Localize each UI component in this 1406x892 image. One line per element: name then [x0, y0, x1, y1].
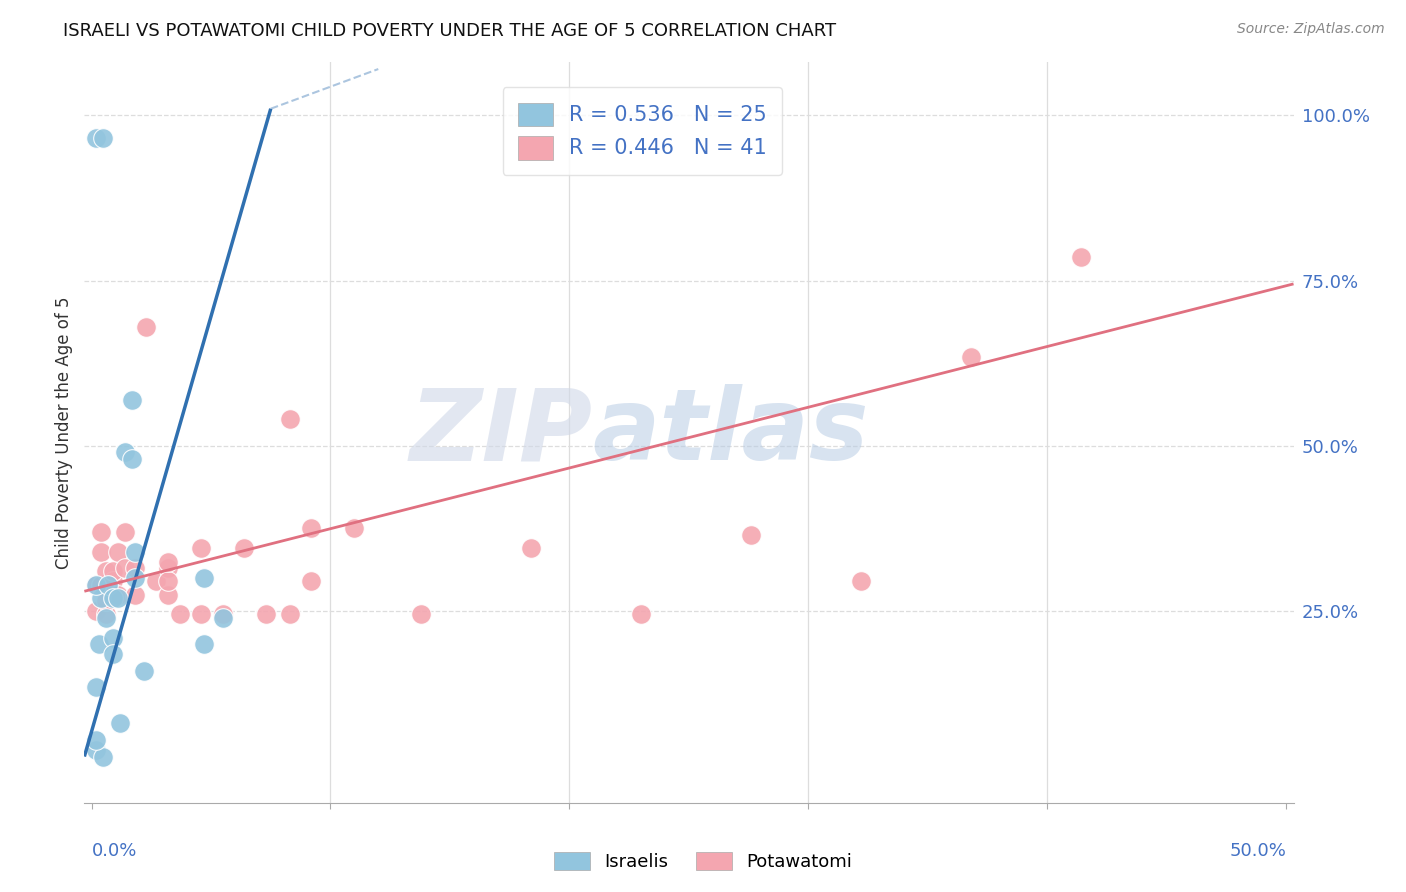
Point — [107, 588, 129, 602]
Point — [299, 521, 322, 535]
Point — [94, 611, 117, 625]
Point — [84, 733, 107, 747]
Point — [630, 607, 652, 622]
Point — [156, 588, 179, 602]
Point — [101, 588, 124, 602]
Point — [94, 565, 117, 579]
Point — [101, 631, 124, 645]
Point — [124, 561, 146, 575]
Point — [87, 637, 110, 651]
Point — [740, 528, 762, 542]
Point — [193, 571, 215, 585]
Point — [212, 607, 235, 622]
Point — [94, 607, 117, 622]
Point — [90, 524, 112, 539]
Point — [1070, 251, 1092, 265]
Point — [132, 664, 155, 678]
Point — [520, 541, 543, 556]
Point — [233, 541, 256, 556]
Text: 50.0%: 50.0% — [1229, 842, 1286, 860]
Point — [101, 565, 124, 579]
Point — [156, 574, 179, 589]
Point — [84, 577, 107, 591]
Point — [190, 541, 212, 556]
Point — [107, 591, 129, 605]
Point — [107, 544, 129, 558]
Point — [84, 577, 107, 591]
Point — [278, 607, 301, 622]
Point — [108, 716, 131, 731]
Point — [124, 544, 146, 558]
Point — [135, 319, 157, 334]
Point — [114, 445, 136, 459]
Point — [193, 637, 215, 651]
Text: 0.0%: 0.0% — [91, 842, 136, 860]
Point — [169, 607, 191, 622]
Text: atlas: atlas — [592, 384, 869, 481]
Point — [94, 594, 117, 608]
Point — [156, 555, 179, 569]
Point — [212, 611, 235, 625]
Legend: Israelis, Potawatomi: Israelis, Potawatomi — [547, 845, 859, 879]
Point — [84, 604, 107, 618]
Point — [90, 591, 112, 605]
Point — [343, 521, 366, 535]
Text: Source: ZipAtlas.com: Source: ZipAtlas.com — [1237, 22, 1385, 37]
Point — [93, 131, 115, 145]
Point — [121, 452, 143, 467]
Point — [254, 607, 277, 622]
Point — [156, 561, 179, 575]
Point — [90, 544, 112, 558]
Point — [84, 131, 107, 145]
Point — [190, 607, 212, 622]
Point — [84, 680, 107, 694]
Y-axis label: Child Poverty Under the Age of 5: Child Poverty Under the Age of 5 — [55, 296, 73, 569]
Point — [121, 392, 143, 407]
Point — [145, 574, 167, 589]
Legend: R = 0.536   N = 25, R = 0.446   N = 41: R = 0.536 N = 25, R = 0.446 N = 41 — [502, 87, 782, 175]
Point — [278, 412, 301, 426]
Point — [84, 743, 107, 757]
Point — [101, 647, 124, 661]
Point — [960, 350, 983, 364]
Point — [97, 577, 120, 591]
Point — [299, 574, 322, 589]
Point — [101, 574, 124, 589]
Point — [101, 591, 124, 605]
Point — [124, 588, 146, 602]
Point — [114, 561, 136, 575]
Point — [90, 577, 112, 591]
Point — [849, 574, 872, 589]
Point — [93, 749, 115, 764]
Point — [114, 524, 136, 539]
Point — [124, 571, 146, 585]
Point — [411, 607, 433, 622]
Text: ZIP: ZIP — [409, 384, 592, 481]
Text: ISRAELI VS POTAWATOMI CHILD POVERTY UNDER THE AGE OF 5 CORRELATION CHART: ISRAELI VS POTAWATOMI CHILD POVERTY UNDE… — [63, 22, 837, 40]
